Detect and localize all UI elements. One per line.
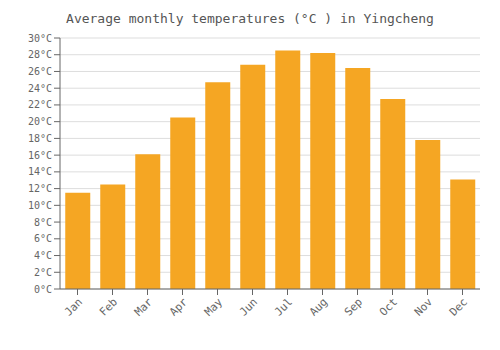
svg-text:16°C: 16°C <box>28 150 52 161</box>
svg-text:12°C: 12°C <box>28 183 52 194</box>
svg-text:Sep: Sep <box>342 295 365 318</box>
html-text:Average monthly temperatures (: Average monthly temperatures (°C ) in Yi… <box>66 11 434 26</box>
svg-text:22°C: 22°C <box>28 99 52 110</box>
svg-text:6°C: 6°C <box>34 233 52 244</box>
svg-text:8°C: 8°C <box>34 217 52 228</box>
svg-text:Aug: Aug <box>307 295 330 318</box>
svg-text:Mar: Mar <box>132 295 156 319</box>
svg-text:30°C: 30°C <box>28 33 52 44</box>
svg-text:26°C: 26°C <box>28 66 52 77</box>
svg-text:Oct: Oct <box>377 295 400 318</box>
svg-text:20°C: 20°C <box>28 116 52 127</box>
svg-text:Jul: Jul <box>272 295 295 318</box>
svg-text:2°C: 2°C <box>34 267 52 278</box>
svg-text:May: May <box>202 295 226 319</box>
svg-text:18°C: 18°C <box>28 133 52 144</box>
svg-text:24°C: 24°C <box>28 83 52 94</box>
svg-text:Jun: Jun <box>237 295 260 318</box>
svg-text:Feb: Feb <box>97 295 120 318</box>
svg-text:Jan: Jan <box>62 295 85 318</box>
svg-text:0°C: 0°C <box>34 284 52 295</box>
svg-text:10°C: 10°C <box>28 200 52 211</box>
svg-text:Apr: Apr <box>167 295 191 319</box>
svg-text:28°C: 28°C <box>28 49 52 60</box>
svg-text:14°C: 14°C <box>28 166 52 177</box>
svg-text:Nov: Nov <box>412 295 436 319</box>
svg-text:4°C: 4°C <box>34 250 52 261</box>
svg-text:Dec: Dec <box>447 295 470 318</box>
